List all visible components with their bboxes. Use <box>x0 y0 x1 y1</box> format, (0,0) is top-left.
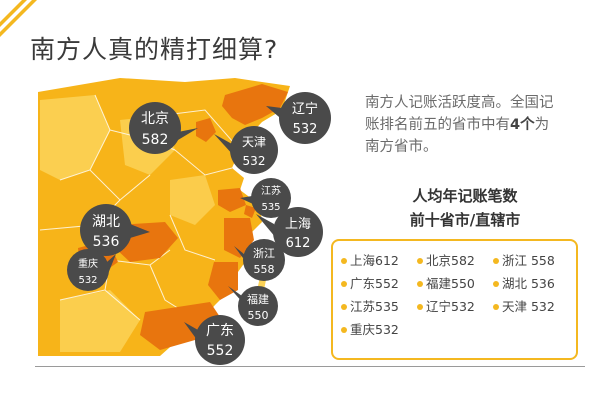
bullet-icon <box>417 303 423 310</box>
ranking-item-text: 江苏535 <box>350 299 399 314</box>
region-shanghai <box>244 205 256 218</box>
label-fujian-value: 550 <box>248 309 269 322</box>
label-chongqing-value: 532 <box>78 275 97 286</box>
label-guangdong-name: 广东 <box>206 323 234 339</box>
label-zhejiang-value: 558 <box>254 263 275 276</box>
bubble-tianjin <box>214 126 278 174</box>
ranking-item-text: 辽宁532 <box>426 299 475 314</box>
label-shanghai-value: 612 <box>286 236 311 251</box>
intro-line-2-bold: 4个 <box>510 117 535 133</box>
ranking-item: 湖北 536 <box>493 272 569 295</box>
ranking-box: 上海612 北京582 浙江 558 广东552 福建550 湖北 536 江苏… <box>331 239 578 360</box>
bubble-hubei <box>80 204 150 256</box>
bubble-guangdong <box>184 315 245 365</box>
corner-stripes <box>0 0 37 37</box>
label-beijing-name: 北京 <box>141 111 169 127</box>
bullet-icon <box>341 257 347 264</box>
bubble-jiangsu <box>240 178 291 218</box>
label-shanghai-name: 上海 <box>285 217 311 232</box>
region-zhejiang <box>224 218 254 258</box>
region-jiangsu <box>218 188 246 212</box>
bubble-liaoning <box>266 92 331 144</box>
bullet-icon <box>417 280 423 287</box>
ranking-list: 上海612 北京582 浙江 558 广东552 福建550 湖北 536 江苏… <box>341 249 570 341</box>
subtitle-line-2: 前十省市/直辖市 <box>409 211 521 229</box>
intro-text: 南方人记账活跃度高。全国记 账排名前五的省市中有4个为 南方省市。 <box>365 92 585 158</box>
ranking-subtitle: 人均年记账笔数 前十省市/直辖市 <box>340 184 590 232</box>
ranking-item: 江苏535 <box>341 295 417 318</box>
label-tianjin-value: 532 <box>243 154 266 168</box>
intro-line-1: 南方人记账活跃度高。全国记 <box>365 95 554 111</box>
ranking-item-text: 福建550 <box>426 276 475 291</box>
label-jiangsu-value: 535 <box>261 202 280 213</box>
bubble-beijing <box>129 102 198 154</box>
label-guangdong-value: 552 <box>207 343 234 359</box>
bullet-icon <box>341 326 347 333</box>
label-jiangsu-name: 江苏 <box>261 184 281 197</box>
label-fujian-name: 福建 <box>247 292 269 306</box>
bubble-zhejiang <box>234 239 285 281</box>
intro-line-2-pre: 账排名前五的省市中有 <box>365 117 510 133</box>
label-tianjin-name: 天津 <box>242 135 266 149</box>
ranking-item: 辽宁532 <box>417 295 493 318</box>
bullet-icon <box>417 257 423 264</box>
page-title: 南方人真的精打细算? <box>30 35 279 64</box>
region-beijing-tianjin <box>196 118 216 142</box>
ranking-item-text: 北京582 <box>426 253 475 268</box>
bullet-icon <box>493 280 499 287</box>
label-hubei-value: 536 <box>93 234 120 250</box>
intro-line-2-post: 为 <box>534 117 550 133</box>
region-guangdong <box>140 302 222 350</box>
ranking-item-text: 天津 532 <box>502 299 555 314</box>
label-zhejiang-name: 浙江 <box>253 247 275 260</box>
label-hubei-name: 湖北 <box>92 214 120 230</box>
ranking-item-text: 广东552 <box>350 276 399 291</box>
intro-line-3: 南方省市。 <box>365 139 438 155</box>
ranking-item: 福建550 <box>417 272 493 295</box>
ranking-item: 天津 532 <box>493 295 569 318</box>
bottom-divider <box>35 366 585 367</box>
bubble-chongqing <box>67 249 116 291</box>
label-liaoning-name: 辽宁 <box>292 101 318 117</box>
ranking-item: 广东552 <box>341 272 417 295</box>
ranking-item: 北京582 <box>417 249 493 272</box>
ranking-item-text: 重庆532 <box>350 322 399 337</box>
subtitle-line-1: 人均年记账笔数 <box>412 187 518 205</box>
label-chongqing-name: 重庆 <box>78 257 98 270</box>
bullet-icon <box>341 303 347 310</box>
ranking-item-text: 湖北 536 <box>502 276 555 291</box>
bullet-icon <box>493 303 499 310</box>
region-liaoning <box>222 84 288 125</box>
bubble-shanghai <box>256 207 323 257</box>
ranking-item: 浙江 558 <box>493 249 569 272</box>
label-liaoning-value: 532 <box>293 122 318 137</box>
label-beijing-value: 582 <box>142 132 169 148</box>
ranking-item: 上海612 <box>341 249 417 272</box>
ranking-item-text: 上海612 <box>350 253 399 268</box>
bubble-fujian <box>228 286 278 326</box>
ranking-item: 重庆532 <box>341 318 417 341</box>
china-map: 辽宁 532 北京 582 天津 532 江苏 535 上海 612 浙江 55… <box>38 78 331 365</box>
intro-line-2: 账排名前五的省市中有4个为 <box>365 114 585 136</box>
ranking-item-text: 浙江 558 <box>502 253 555 268</box>
region-fujian <box>208 262 238 300</box>
bullet-icon <box>341 280 347 287</box>
bullet-icon <box>493 257 499 264</box>
